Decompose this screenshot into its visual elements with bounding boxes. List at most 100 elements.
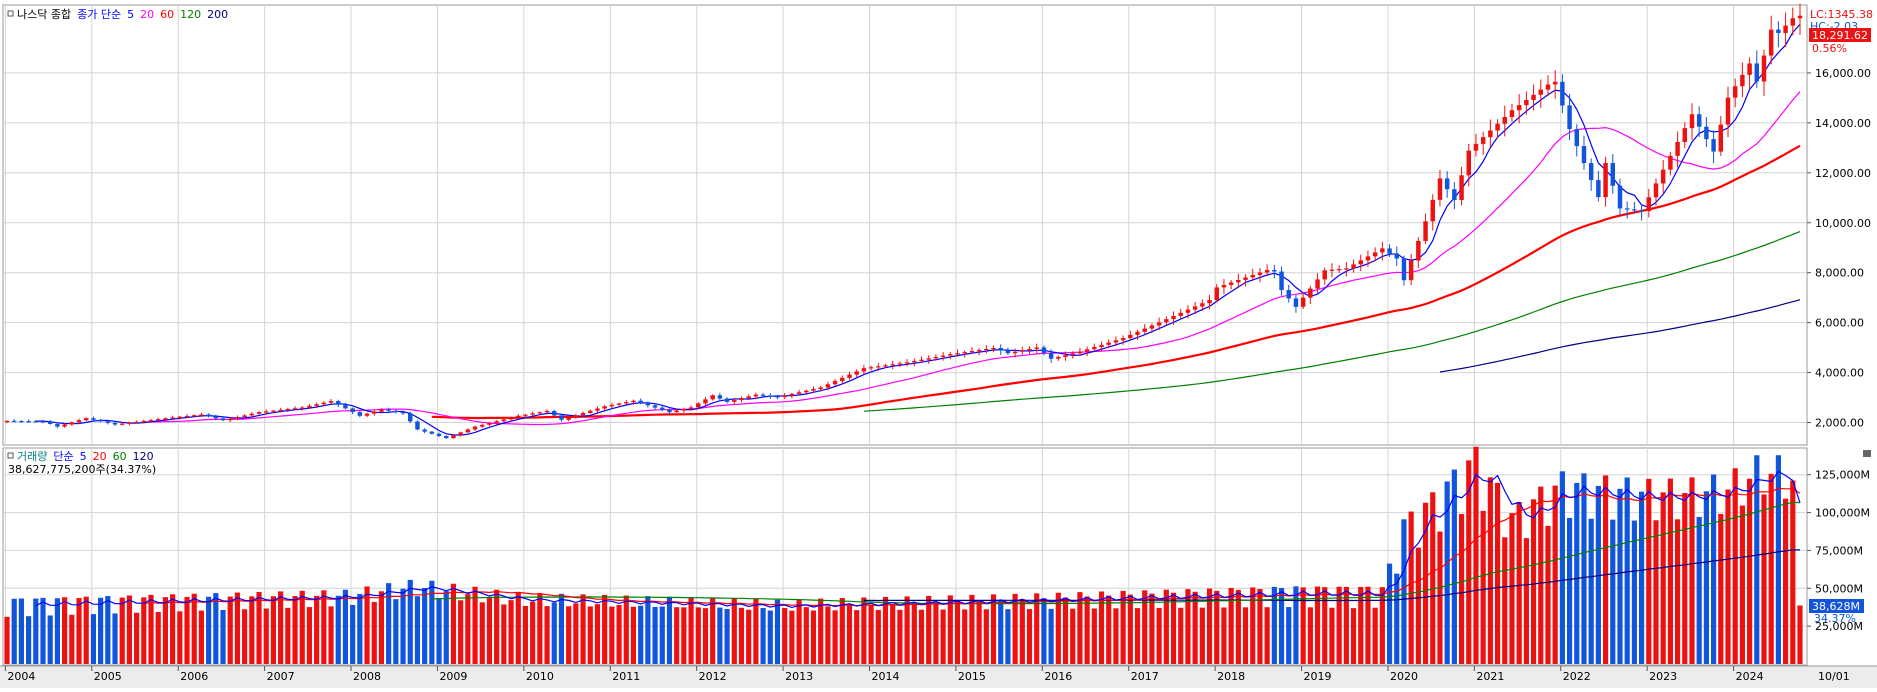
volume-bar — [602, 594, 608, 664]
volume-bar — [371, 602, 377, 664]
volume-bar — [1660, 492, 1666, 664]
volume-bar — [674, 607, 680, 664]
candle-body — [1704, 126, 1709, 140]
volume-bar — [774, 599, 781, 664]
volume-bar — [688, 597, 694, 664]
volume-bar — [515, 592, 521, 664]
candle-body — [91, 418, 96, 420]
candle-body — [199, 414, 204, 416]
year-label: 2022 — [1563, 670, 1591, 683]
candle-body — [1264, 269, 1270, 273]
panel-toggle[interactable] — [1863, 450, 1871, 457]
volume-bar — [393, 599, 399, 664]
candle-body — [760, 394, 766, 396]
volume-bar — [1530, 499, 1537, 664]
volume-bar — [1228, 587, 1234, 664]
candle-body — [912, 361, 917, 363]
candle-body — [436, 433, 442, 436]
candle-body — [681, 408, 687, 411]
legend-item: 60 — [160, 8, 174, 21]
year-label: 2010 — [526, 670, 554, 683]
volume-bar — [321, 590, 327, 664]
candle-body — [1063, 355, 1068, 357]
volume-bar — [1048, 608, 1054, 664]
volume-bar — [47, 615, 53, 664]
candle-body — [955, 353, 960, 355]
candle-body — [1430, 199, 1435, 222]
volume-bar — [897, 609, 903, 664]
volume-bar — [170, 594, 176, 664]
volume-bar — [818, 598, 824, 664]
year-label: 2023 — [1649, 670, 1677, 683]
volume-bar — [1509, 513, 1515, 664]
volume-bar — [969, 594, 975, 664]
volume-bar — [522, 605, 529, 664]
candle-body — [825, 384, 831, 388]
candle-body — [357, 412, 363, 416]
volume-bar — [1394, 573, 1400, 664]
candle-body — [1610, 163, 1616, 186]
volume-bar — [1264, 607, 1270, 664]
candle-body — [1120, 338, 1126, 341]
legend-item: 120 — [180, 8, 201, 21]
volume-bars — [4, 446, 1803, 664]
volume-bar — [285, 607, 291, 664]
volume-bar — [1012, 593, 1018, 664]
price-panel[interactable]: 나스닥 종합 종가 단순 5 20 60 120 200 — [2, 3, 1808, 446]
candle-body — [501, 419, 507, 422]
volume-bar — [810, 610, 817, 664]
ma-60-line — [431, 144, 1801, 420]
year-label: 2009 — [439, 670, 467, 683]
candle-body — [444, 435, 449, 439]
candle-body — [609, 404, 615, 407]
volume-bar — [839, 598, 845, 664]
volume-bar — [926, 595, 932, 664]
volume-bar — [11, 598, 17, 664]
year-label: 2005 — [94, 670, 122, 683]
candle-body — [1646, 197, 1652, 212]
candle-body — [1639, 210, 1644, 212]
candle-body — [285, 409, 291, 411]
volume-bar — [1422, 502, 1429, 664]
candle-body — [1603, 163, 1608, 198]
price-grid — [3, 5, 1807, 445]
volume-bar — [508, 600, 514, 664]
volume-ma-60-line — [431, 501, 1801, 605]
volume-bar — [1192, 591, 1198, 664]
volume-panel[interactable]: 거래량 단순 5 20 60 120 38,627,775,200주(34.37%) — [2, 446, 1871, 666]
candle-body — [1070, 353, 1075, 356]
candle-body — [602, 406, 607, 409]
lc-label: LC:1345.38 — [1810, 8, 1873, 21]
candle-body — [804, 390, 809, 393]
volume-ma-5-line — [35, 470, 1801, 609]
volume-bar — [1041, 598, 1047, 664]
volume-bar — [580, 594, 586, 664]
volume-bar — [220, 609, 226, 664]
volume-bar — [1466, 460, 1472, 664]
candle-body — [494, 421, 499, 424]
legend-item: 거래량 — [17, 450, 47, 463]
candle-body — [47, 421, 53, 424]
volume-bar — [1552, 485, 1558, 664]
candle-body — [1005, 350, 1011, 354]
volume-bar — [1667, 478, 1673, 664]
volume-bar — [26, 616, 32, 664]
candle-body — [458, 432, 463, 436]
price-legend: 나스닥 종합 종가 단순 5 20 60 120 200 — [7, 8, 228, 21]
volume-bar — [1574, 482, 1580, 664]
volume-bar — [832, 610, 838, 664]
volume-bar — [1386, 563, 1393, 664]
volume-bar — [1588, 518, 1594, 664]
candle-body — [782, 395, 787, 398]
candle-body — [336, 401, 341, 405]
candle-body — [1545, 84, 1551, 90]
volume-bar — [155, 612, 161, 664]
volume-bar — [1163, 589, 1169, 664]
candle-body — [379, 409, 384, 412]
volume-bar — [1725, 489, 1731, 664]
candle-body — [1531, 94, 1536, 100]
candle-body — [1142, 328, 1147, 332]
volume-bar — [1610, 519, 1616, 664]
